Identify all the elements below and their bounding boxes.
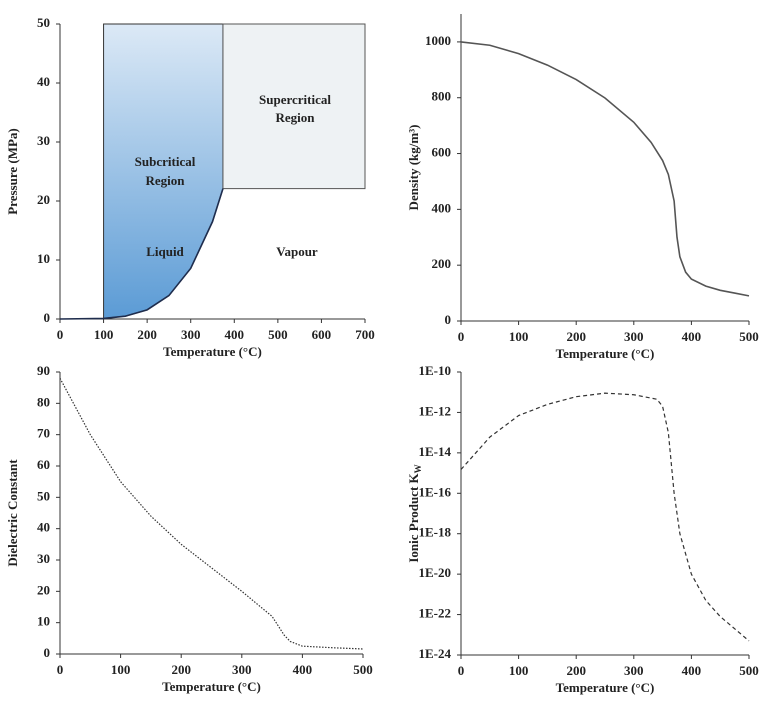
annotation: Region [276,110,316,125]
x-tick-label: 500 [739,329,759,344]
y-tick-label: 40 [37,74,50,89]
x-tick-label: 100 [94,327,114,342]
y-axis-label: Dielectric Constant [5,459,20,567]
y-axis-label: Ionic Product KW [406,464,423,562]
x-axis-label: Temperature (°C) [556,680,655,695]
y-tick-label: 800 [432,89,452,104]
annotation: Subcritical [135,154,196,169]
x-tick-label: 300 [181,327,201,342]
series-line [59,188,224,320]
panel: 0 100 200 300 400 500 0 200 400 600 800 1000 Tempera… [406,14,759,361]
x-tick-label: 200 [171,662,191,677]
y-tick-label: 400 [432,200,452,215]
y-tick-label: 1E-14 [419,444,452,459]
y-tick-label: 1E-18 [419,525,452,540]
y-tick-label: 10 [37,251,50,266]
annotation: Liquid [146,244,184,259]
series-line [460,392,750,642]
x-tick-label: 300 [624,663,644,678]
x-tick-label: 300 [624,329,644,344]
y-tick-label: 1E-10 [419,363,452,378]
x-tick-label: 600 [312,327,332,342]
y-axis-label-text: Pressure (MPa) [5,128,20,215]
y-tick-label: 40 [37,520,50,535]
x-tick-label: 400 [682,663,702,678]
annotation: Supercritical [259,92,331,107]
x-tick-label: 0 [57,662,64,677]
series-line [460,41,750,297]
supercritical-region [222,23,366,190]
y-axis-label-subscript: W [413,464,423,473]
x-tick-label: 400 [682,329,702,344]
x-tick-label: 200 [137,327,157,342]
y-tick-label: 1000 [425,33,451,48]
x-axis-label: Temperature (°C) [163,344,262,359]
x-axis-label: Temperature (°C) [556,346,655,361]
y-tick-label: 50 [37,488,50,503]
y-tick-label: 10 [37,614,50,629]
y-tick-label: 30 [37,133,50,148]
y-tick-label: 0 [445,312,452,327]
y-axis-label-text: Ionic Product K [406,472,421,562]
y-tick-label: 1E-24 [419,646,452,661]
x-tick-label: 0 [57,327,64,342]
y-tick-label: 1E-16 [419,484,452,499]
x-tick-label: 700 [355,327,375,342]
x-tick-label: 100 [111,662,131,677]
x-tick-label: 500 [353,662,373,677]
subcritical-region [103,23,224,319]
annotation: Vapour [276,244,318,259]
x-tick-label: 0 [458,663,465,678]
x-tick-label: 200 [566,663,586,678]
x-tick-label: 200 [566,329,586,344]
x-tick-label: 100 [509,329,529,344]
y-tick-label: 600 [432,145,452,160]
y-tick-label: 20 [37,582,50,597]
y-tick-label: 1E-12 [419,403,452,418]
x-tick-label: 300 [232,662,252,677]
y-tick-label: 0 [44,310,51,325]
y-axis-label: Density (kg/m³) [406,125,421,211]
y-tick-label: 20 [37,192,50,207]
y-axis-label-text: Dielectric Constant [5,459,20,567]
annotation: Region [146,173,186,188]
x-tick-label: 500 [268,327,288,342]
panel: 0 100 200 300 400 500 1E-24 1E-22 1E-20 1E-18 1E-1… [406,363,759,695]
panel: 0 100 200 300 400 500 0 10 20 30 40 50 60 70 80 90 Tempe… [5,363,373,694]
y-tick-label: 50 [37,15,50,30]
y-axis-label: Pressure (MPa) [5,128,20,215]
x-tick-label: 400 [293,662,313,677]
series-line [59,377,364,650]
x-tick-label: 500 [739,663,759,678]
x-tick-label: 0 [458,329,465,344]
y-tick-label: 30 [37,551,50,566]
panel: 0 100 200 300 400 500 600 700 0 10 20 30 40 50 Tempera… [5,15,375,359]
y-tick-label: 60 [37,457,50,472]
y-tick-label: 200 [432,256,452,271]
y-tick-label: 1E-22 [419,606,452,621]
y-tick-label: 0 [44,645,51,660]
y-axis-label-text: Density (kg/m³) [406,125,421,211]
y-tick-label: 70 [37,426,50,441]
x-axis-label: Temperature (°C) [162,679,261,694]
y-tick-label: 90 [37,363,50,378]
y-tick-label: 80 [37,394,50,409]
y-tick-label: 1E-20 [419,565,452,580]
x-tick-label: 100 [509,663,529,678]
x-tick-label: 400 [225,327,245,342]
